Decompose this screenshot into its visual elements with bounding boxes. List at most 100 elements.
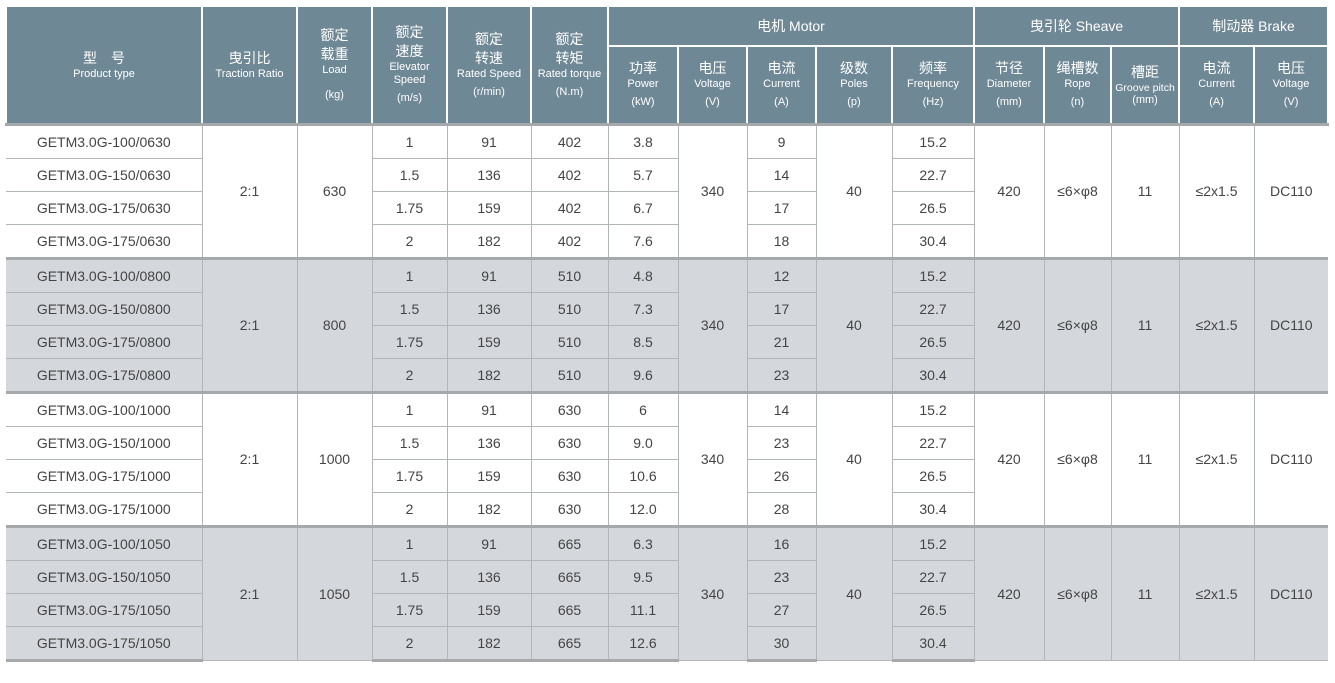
product-type-cell: GETM3.0G-100/1050 [6,524,203,561]
elevator-speed-cell: 1 [371,390,448,427]
power-cell: 8.5 [607,324,679,359]
elevator-speed-cell: 1.75 [371,592,448,627]
product-type-cell: GETM3.0G-175/1000 [6,458,203,493]
frequency-cell: 30.4 [891,491,974,527]
load-cell: 630 [296,122,373,259]
power-cell: 12.6 [607,625,679,662]
rated-speed-cell: 136 [446,559,532,594]
traction-ratio-cell: 2:1 [201,524,298,661]
rated-torque-cell: 630 [530,458,609,493]
current-cell: 14 [746,157,817,192]
header-groove-pitch: 槽距 Groove pitch (mm) [1109,45,1181,125]
frequency-cell: 26.5 [891,458,974,493]
frequency-cell: 26.5 [891,324,974,359]
elevator-speed-cell: 1.75 [371,458,448,493]
header-frequency: 频率 Frequency (Hz) [891,45,975,125]
frequency-cell: 22.7 [891,425,974,460]
table-row: GETM3.0G-100/0630 2:1 630 1 91 402 3.8 340 9 40 15… [6,122,1329,259]
groove-pitch-cell: 11 [1110,390,1180,527]
table-row: GETM3.0G-175/1000 1.75 159 630 10.6 26 26.5 [6,458,1328,493]
power-cell: 12.0 [607,491,679,527]
rated-speed-cell: 91 [446,524,532,561]
table-row: GETM3.0G-150/1000 1.5 136 630 9.0 23 22.7 [6,425,1328,460]
current-cell: 27 [746,592,817,627]
frequency-cell: 15.2 [891,390,975,427]
traction-ratio-cell: 2:1 [201,390,298,527]
product-type-cell: GETM3.0G-100/0800 [6,256,203,293]
rated-torque-cell: 510 [530,324,609,359]
header-brake-voltage: 电压 Voltage (V) [1253,45,1330,125]
spec-table: 型 号 Product type 曳引比 Traction Ratio 额定 载重 L… [5,5,1330,662]
brake-voltage-cell: DC110 [1253,524,1329,661]
header-poles: 级数 Poles (p) [815,45,893,125]
load-cell: 1000 [296,390,373,527]
power-cell: 11.1 [607,592,679,627]
table-row: GETM3.0G-100/1000 2:1 1000 1 91 630 6 340 14 40 15… [6,390,1329,527]
power-cell: 4.8 [607,256,679,293]
power-cell: 6 [607,390,679,427]
current-cell: 17 [746,291,817,326]
brake-voltage-cell: DC110 [1253,256,1329,393]
rated-speed-cell: 136 [446,291,532,326]
rated-torque-cell: 402 [530,122,609,159]
power-cell: 9.6 [607,357,679,393]
elevator-speed-cell: 2 [371,491,448,527]
frequency-cell: 30.4 [891,223,974,259]
header-traction-ratio: 曳引比 Traction Ratio [201,5,298,125]
power-cell: 7.3 [607,291,679,326]
poles-cell: 40 [815,524,893,661]
groove-pitch-cell: 11 [1110,524,1180,661]
elevator-speed-cell: 1 [371,256,448,293]
elevator-speed-cell: 1.75 [371,324,448,359]
current-cell: 28 [746,491,817,527]
rated-torque-cell: 630 [530,425,609,460]
brake-voltage-cell: DC110 [1253,122,1329,259]
product-type-cell: GETM3.0G-100/0630 [6,122,203,159]
header-power: 功率 Power (kW) [607,45,679,125]
brake-current-cell: ≤2x1.5 [1178,390,1255,527]
traction-ratio-cell: 2:1 [201,122,298,259]
rated-speed-cell: 182 [446,223,532,259]
current-cell: 26 [746,458,817,493]
current-cell: 23 [746,425,817,460]
header-product-type: 型 号 Product type [5,5,203,125]
rated-speed-cell: 136 [446,425,532,460]
frequency-cell: 22.7 [891,291,974,326]
table-row: GETM3.0G-100/0800 2:1 800 1 91 510 4.8 340 12 40 1… [6,256,1329,393]
voltage-cell: 340 [677,256,748,393]
table-row: GETM3.0G-150/1050 1.5 136 665 9.5 23 22.7 [6,559,1328,594]
product-type-cell: GETM3.0G-150/1050 [6,559,203,594]
rated-torque-cell: 630 [530,491,609,527]
rated-speed-cell: 182 [446,357,532,393]
header-motor-group: 电机 Motor [607,5,975,47]
product-type-cell: GETM3.0G-175/1000 [6,491,203,527]
elevator-speed-cell: 2 [371,625,448,662]
current-cell: 23 [746,559,817,594]
rated-speed-cell: 159 [446,458,532,493]
rope-cell: ≤6×φ8 [1043,122,1112,259]
rated-torque-cell: 402 [530,190,609,225]
rated-torque-cell: 630 [530,390,609,427]
voltage-cell: 340 [677,524,748,661]
brake-current-cell: ≤2x1.5 [1178,524,1255,661]
elevator-speed-cell: 1 [371,122,448,159]
header-rated-speed: 额定 转速 Rated Speed (r/min) [446,5,532,125]
current-cell: 16 [746,524,817,561]
rated-speed-cell: 136 [446,157,532,192]
rated-torque-cell: 665 [530,592,609,627]
rated-torque-cell: 665 [530,625,609,662]
power-cell: 6.7 [607,190,679,225]
rope-cell: ≤6×φ8 [1043,256,1112,393]
rated-speed-cell: 182 [446,491,532,527]
brake-current-cell: ≤2x1.5 [1178,122,1255,259]
product-type-cell: GETM3.0G-175/1050 [6,592,203,627]
current-cell: 12 [746,256,817,293]
elevator-speed-cell: 1.5 [371,425,448,460]
header-rated-torque: 额定 转矩 Rated torque (N.m) [530,5,609,125]
diameter-cell: 420 [973,524,1045,661]
rated-speed-cell: 91 [446,122,532,159]
rated-torque-cell: 402 [530,223,609,259]
frequency-cell: 15.2 [891,122,975,159]
power-cell: 9.0 [607,425,679,460]
current-cell: 9 [746,122,817,159]
